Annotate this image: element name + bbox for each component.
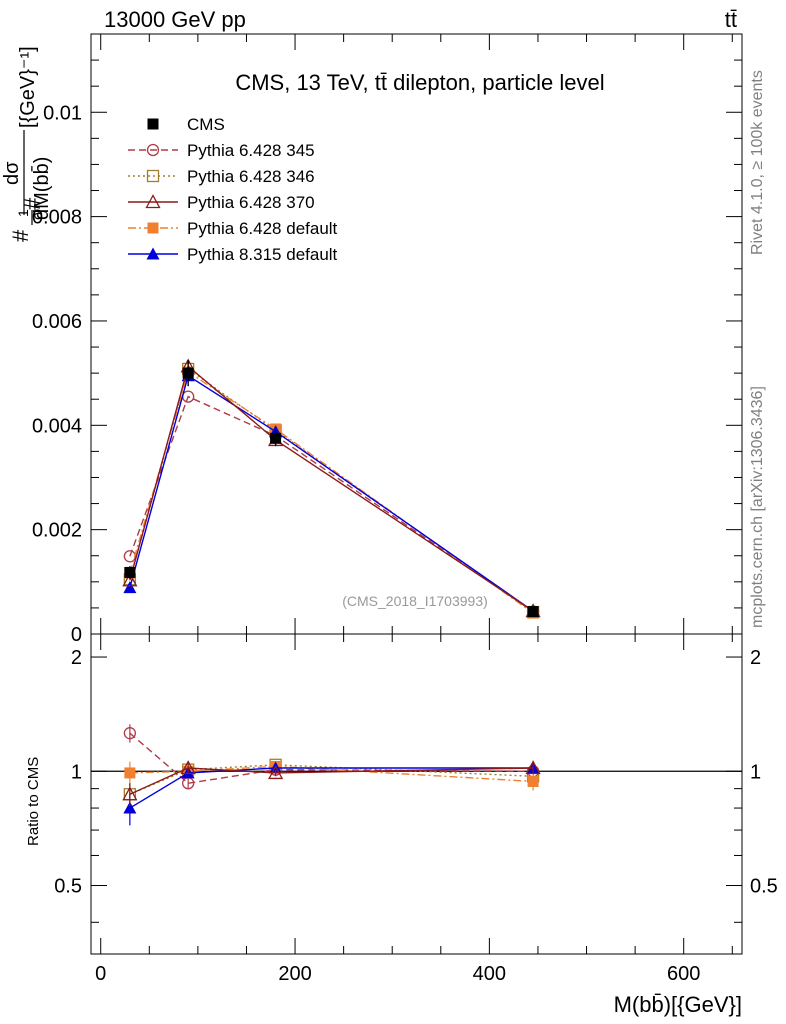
series-cms	[124, 360, 539, 618]
ratio-line	[129, 765, 534, 783]
legend-marker	[146, 169, 160, 183]
y-tick-label: 0.002	[32, 520, 82, 542]
y-tick-label: 0.006	[32, 311, 82, 333]
ratio-plot-frame	[90, 633, 743, 955]
energy-label: 13000 GeV pp	[104, 7, 246, 32]
ratio-point	[123, 801, 137, 814]
legend-marker	[145, 194, 161, 209]
legend-label: Pythia 6.428 default	[187, 219, 338, 238]
series-pythia-6-428-370	[122, 358, 541, 618]
legend-label: CMS	[187, 115, 225, 134]
chart-title: CMS, 13 TeV, tt̄ dilepton, particle leve…	[235, 70, 604, 95]
series-line	[129, 367, 534, 613]
legend-entry: CMS	[147, 115, 225, 134]
series-pythia-6-428-default	[124, 366, 539, 619]
y-label-den1: σ	[29, 211, 45, 220]
series-line	[129, 395, 534, 613]
y-label-unit: [{GeV}⁻¹]	[17, 46, 39, 128]
legend-entry: Pythia 6.428 370	[128, 193, 315, 212]
y-label-prefix: #	[8, 229, 33, 242]
ratio-point	[123, 727, 137, 740]
legend-label: Pythia 8.315 default	[187, 245, 338, 264]
ratio-series-pythia-6-428-345	[123, 724, 540, 790]
ratio-tick-label: 2	[71, 647, 82, 669]
series-line	[129, 370, 534, 614]
data-point	[270, 432, 282, 444]
legend-label: Pythia 6.428 370	[187, 193, 315, 212]
data-point	[527, 606, 539, 618]
legend-marker	[146, 143, 160, 157]
legend-marker	[147, 118, 159, 130]
ratio-y-label: Ratio to CMS	[25, 757, 42, 846]
y-label-den2: dM(bb̄)	[30, 157, 53, 220]
x-tick-label: 600	[667, 963, 700, 985]
legend-marker	[147, 222, 159, 234]
chart-watermark: (CMS_2018_I1703993)	[342, 593, 488, 609]
legend-entry: Pythia 6.428 345	[128, 141, 315, 160]
legend-entry: Pythia 8.315 default	[128, 245, 338, 264]
legend: CMS Pythia 6.428 345 Pythia 6.428 346 Pythi…	[128, 115, 338, 264]
data-point	[123, 581, 137, 594]
rivet-label: Rivet 4.1.0, ≥ 100k events	[749, 70, 766, 255]
ratio-point	[268, 765, 284, 780]
ratio-tick-label-right: 1	[750, 761, 761, 783]
y-tick-label: 0.008	[32, 207, 82, 229]
x-tick-label: 200	[278, 963, 311, 985]
x-tick-label: 400	[473, 963, 506, 985]
ratio-point	[124, 767, 136, 779]
y-axis-label: # 1 σ # dσ dM(bb̄) [{GeV}⁻¹]	[1, 46, 53, 242]
y-label-hash2: #	[20, 197, 45, 210]
legend-label: Pythia 6.428 346	[187, 167, 315, 186]
y-tick-label: 0.004	[32, 415, 82, 437]
ratio-line	[129, 764, 534, 795]
legend-marker	[146, 247, 160, 260]
data-point	[124, 566, 136, 578]
series-line	[129, 374, 534, 612]
mcplots-label: mcplots.cern.ch [arXiv:1306.3436]	[749, 386, 766, 628]
series-pythia-6-428-345	[123, 390, 540, 618]
y-tick-label: 0	[71, 624, 82, 646]
ratio-tick-label: 1	[71, 761, 82, 783]
series-pythia-8-315-default	[123, 369, 540, 617]
y-label-num1: 1	[15, 209, 31, 217]
y-label-num2: dσ	[1, 161, 23, 185]
legend-entry: Pythia 6.428 default	[128, 219, 338, 238]
ratio-point	[122, 786, 138, 801]
series-line	[129, 365, 534, 612]
legend-entry: Pythia 6.428 346	[128, 167, 315, 186]
ratio-point	[180, 760, 196, 775]
ratio-series-pythia-6-428-370	[122, 760, 541, 807]
ratio-line	[129, 732, 534, 784]
x-tick-label: 0	[95, 963, 106, 985]
ratio-point	[527, 775, 539, 787]
ratio-point	[525, 760, 541, 775]
ratio-tick-label-right: 0.5	[750, 876, 778, 898]
ratio-tick-label: 0.5	[54, 876, 82, 898]
x-axis-label: M(bb̄)[{GeV}]	[614, 992, 742, 1017]
ratio-tick-label-right: 2	[750, 647, 761, 669]
process-label: tt̄	[725, 7, 737, 32]
ratio-line	[129, 767, 534, 795]
legend-label: Pythia 6.428 345	[187, 141, 315, 160]
y-tick-label: 0.01	[43, 102, 82, 124]
data-point	[122, 572, 138, 587]
data-point	[182, 367, 194, 379]
